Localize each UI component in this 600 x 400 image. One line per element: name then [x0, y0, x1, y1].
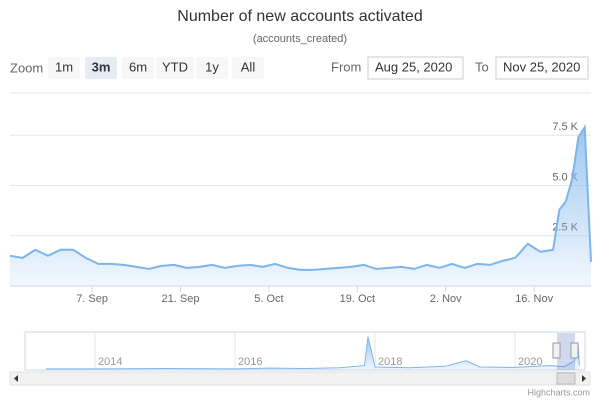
scrollbar[interactable]: [9, 371, 591, 386]
x-tick-label: 5. Oct: [254, 293, 283, 305]
range-button[interactable]: [48, 57, 80, 79]
navigator-tick-label: 2016: [238, 356, 262, 368]
range-button-label[interactable]: 1m: [55, 59, 73, 74]
range-button[interactable]: [122, 57, 154, 79]
x-tick-label: 7. Sep: [76, 293, 108, 305]
to-label: To: [475, 59, 489, 74]
scrollbar-thumb[interactable]: [556, 372, 576, 385]
navigator-window[interactable]: [557, 333, 575, 370]
navigator-handle[interactable]: [570, 342, 579, 359]
range-button[interactable]: [156, 57, 194, 79]
range-button-label[interactable]: 6m: [129, 59, 147, 74]
navigator-tick-label: 2014: [98, 356, 122, 368]
range-button-label[interactable]: 3m: [92, 59, 111, 74]
area-fill: [10, 127, 591, 286]
from-input[interactable]: [367, 56, 464, 80]
scroll-right-arrow[interactable]: [582, 375, 586, 382]
y-tick-label: 7.5 K: [552, 121, 578, 133]
x-tick-label: 19. Oct: [340, 293, 375, 305]
to-input[interactable]: [495, 56, 589, 80]
x-tick-label: 21. Sep: [162, 293, 200, 305]
from-value[interactable]: Aug 25, 2020: [375, 59, 452, 74]
zoom-label: Zoom: [10, 60, 43, 75]
range-button-label[interactable]: 1y: [205, 59, 219, 74]
navigator-tick-label: 2018: [378, 356, 402, 368]
x-tick-label: 16. Nov: [515, 293, 553, 305]
to-value[interactable]: Nov 25, 2020: [503, 59, 580, 74]
x-tick-label: 2. Nov: [430, 293, 462, 305]
range-button[interactable]: [85, 57, 117, 79]
range-button[interactable]: [196, 57, 228, 79]
chart-subtitle: (accounts_created): [253, 33, 347, 45]
navigator-tick-label: 2020: [518, 356, 542, 368]
area-line: [9, 123, 592, 271]
chart-title: Number of new accounts activated: [177, 8, 422, 25]
navigator-handle[interactable]: [552, 342, 561, 359]
from-label: From: [331, 59, 361, 74]
scroll-left-arrow[interactable]: [14, 375, 18, 382]
range-button-label[interactable]: YTD: [162, 59, 188, 74]
range-button[interactable]: [232, 57, 264, 79]
navigator-area: [46, 336, 580, 370]
credits[interactable]: Highcharts.com: [527, 387, 590, 397]
range-button-label[interactable]: All: [241, 59, 256, 74]
navigator-line: [46, 336, 580, 370]
